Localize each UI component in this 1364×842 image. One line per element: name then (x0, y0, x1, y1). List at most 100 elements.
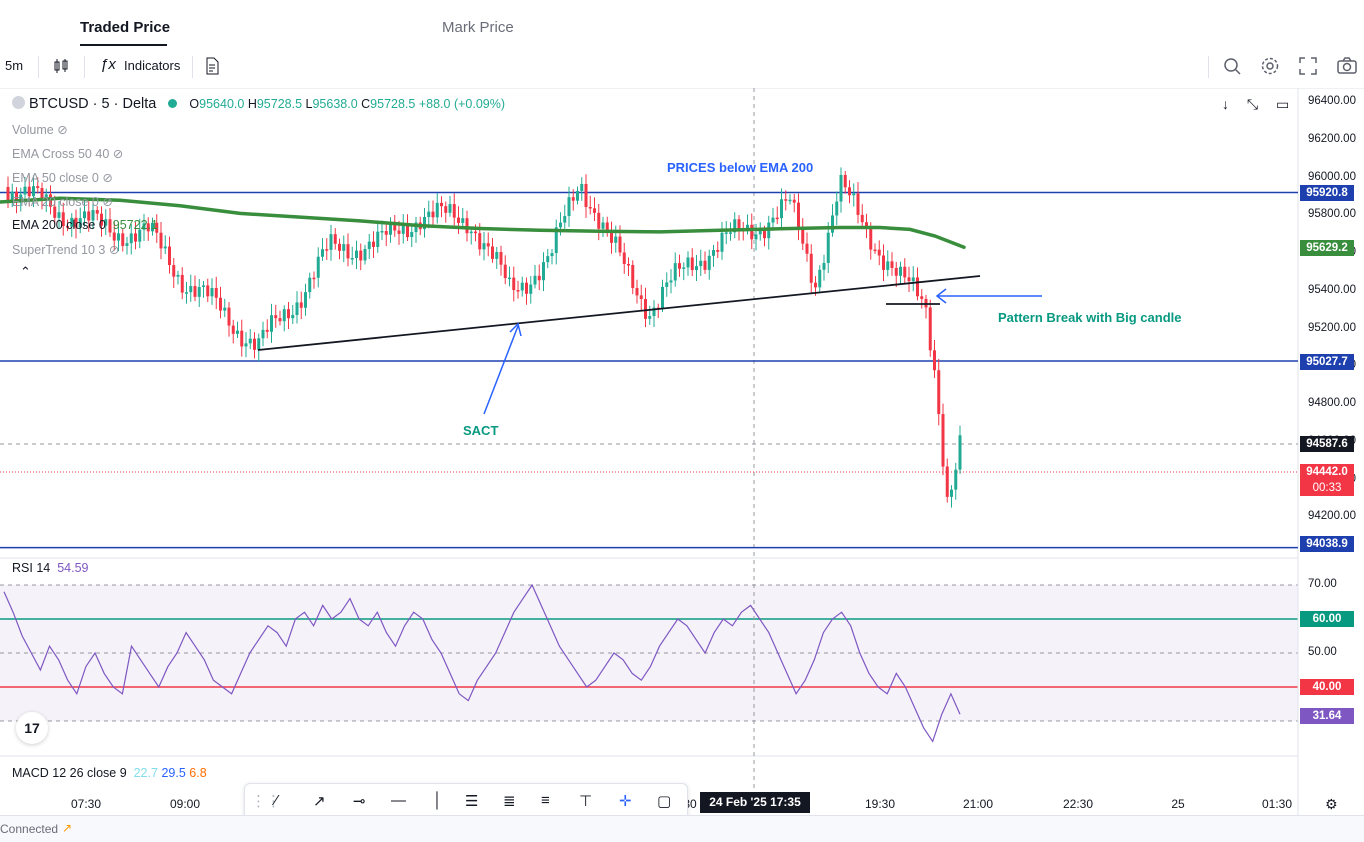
candle-body (648, 316, 652, 319)
indicator-ema20[interactable]: EMA 20 close 0 ⊘ (12, 195, 113, 209)
maximize-pane-icon[interactable]: ▭ (1275, 96, 1290, 112)
horizontal-ray-icon[interactable]: ⊸ (353, 793, 366, 810)
fib-extension-icon[interactable]: ≡ (541, 792, 550, 809)
candle-body (406, 225, 409, 238)
candle-body (223, 307, 227, 311)
indicator-ema50[interactable]: EMA 50 close 0 ⊘ (12, 171, 113, 185)
candle-body (253, 338, 256, 350)
tab-mark-price[interactable]: Mark Price (442, 19, 514, 36)
candle-body (231, 325, 235, 334)
price-tick-label: 95200.00 (1308, 321, 1356, 334)
indicator-ema-cross[interactable]: EMA Cross 50 40 ⊘ (12, 147, 124, 161)
alert-icon[interactable] (1222, 56, 1242, 81)
horizontal-line-icon[interactable]: — (391, 792, 406, 809)
rsi-40-badge: 40.00 (1300, 679, 1354, 695)
long-position-icon[interactable]: ⊤ (579, 793, 593, 810)
rsi-reference-lines (0, 584, 1298, 722)
candle-body (308, 277, 312, 293)
candle-body (287, 309, 290, 319)
chart-canvas[interactable]: 07:30 09:00 30 19:30 21:00 22:30 25 01:30 (0, 88, 1364, 815)
tradingview-logo[interactable]: 17 (16, 712, 48, 744)
candle-body (23, 186, 27, 195)
candle-body (911, 277, 915, 282)
drag-handle-icon[interactable]: ⋮⋮ (251, 793, 281, 810)
fx-icon[interactable]: ƒx (100, 56, 116, 73)
candle-body (907, 277, 911, 282)
crosshair-price-badge: 94587.6 (1300, 436, 1354, 452)
interval-selector[interactable]: 5m (5, 58, 24, 73)
symbol-name[interactable]: BTCUSD · 5 · Delta (29, 96, 157, 112)
candle-body (873, 249, 877, 252)
eye-hidden-icon[interactable]: ⊘ (102, 171, 113, 185)
rsi-current-badge: 31.64 (1300, 708, 1354, 724)
arrow-down-icon[interactable]: ↓ (1222, 96, 1229, 112)
eye-hidden-icon[interactable]: ⊘ (57, 123, 68, 137)
indicators-button[interactable]: Indicators (124, 58, 181, 73)
price-tick-label: 96400.00 (1308, 95, 1356, 107)
candle-body (338, 243, 341, 251)
candle-body (712, 250, 715, 256)
candle-body (865, 222, 868, 228)
candle-body (720, 232, 724, 252)
candle-body (903, 266, 907, 278)
ascending-trendline (257, 275, 981, 351)
indicator-ema200[interactable]: EMA 200 close 0 95722.1 (12, 218, 158, 232)
trendline-tool-icon[interactable]: ⁄ (275, 792, 278, 809)
candle-body (108, 219, 112, 233)
external-link-icon[interactable]: ↗ (62, 821, 73, 835)
candle-body (155, 222, 159, 233)
candle-body (593, 208, 596, 213)
candle-body (525, 282, 528, 294)
notes-icon[interactable] (204, 57, 220, 78)
settings-gear-icon[interactable] (1260, 56, 1280, 81)
candle-body (236, 330, 239, 334)
rsi-legend[interactable]: RSI 14 54.59 (12, 561, 88, 575)
candle-body (635, 287, 639, 296)
candle-body (329, 234, 333, 250)
candle-body (644, 299, 647, 319)
candle-body (210, 288, 214, 297)
change-value: +88.0 (+0.09%) (418, 97, 506, 111)
crosshair-tool-icon[interactable]: ✛ (619, 793, 632, 810)
candle-body (686, 257, 690, 268)
eye-hidden-icon[interactable]: ⊘ (112, 147, 124, 161)
rectangle-tool-icon[interactable]: ▢ (657, 793, 672, 810)
indicator-supertrend[interactable]: SuperTrend 10 3 ⊘ (12, 243, 120, 257)
parallel-channel-icon[interactable]: ☰ (465, 793, 479, 810)
axis-settings-gear-icon[interactable]: ⚙ (1325, 796, 1338, 812)
candle-body (376, 231, 380, 248)
candle-body (661, 286, 664, 309)
candle-body (758, 230, 762, 235)
vertical-line-icon[interactable]: │ (433, 792, 443, 809)
candle-body (690, 257, 694, 271)
candle-body (733, 219, 737, 233)
ray-tool-icon[interactable]: ↗ (313, 793, 326, 810)
candle-body (151, 222, 154, 232)
collapse-icon[interactable]: ⤡ (1246, 96, 1259, 112)
low-value: 95638.0 (312, 97, 358, 111)
camera-icon[interactable] (1336, 56, 1358, 81)
collapse-legend-chevron-icon[interactable]: ⌃ (20, 264, 31, 279)
price-tick-label: 96200.00 (1308, 132, 1356, 145)
candle-body (746, 224, 749, 231)
candle-body (950, 489, 953, 497)
indicator-volume[interactable]: Volume ⊘ (12, 123, 68, 137)
candle-body (822, 262, 826, 270)
candle-body (839, 174, 843, 202)
toolbar-divider (192, 56, 193, 78)
tab-traded-price[interactable]: Traded Price (80, 19, 171, 36)
price-tick-label: 94200.00 (1308, 510, 1356, 523)
eye-hidden-icon[interactable]: ⊘ (108, 243, 120, 257)
fullscreen-icon[interactable] (1298, 56, 1318, 81)
fib-retracement-icon[interactable]: ≣ (503, 793, 516, 810)
candle-body (333, 234, 337, 244)
candle-body (393, 221, 397, 231)
candle-body (724, 232, 728, 234)
candle-body (920, 296, 924, 299)
candle-type-icon[interactable] (52, 57, 70, 78)
macd-legend[interactable]: MACD 12 26 close 9 22.7 29.5 6.8 (12, 766, 207, 780)
candle-body (448, 204, 452, 213)
candle-body (27, 186, 31, 197)
candle-body (937, 370, 941, 415)
eye-hidden-icon[interactable]: ⊘ (102, 195, 113, 209)
